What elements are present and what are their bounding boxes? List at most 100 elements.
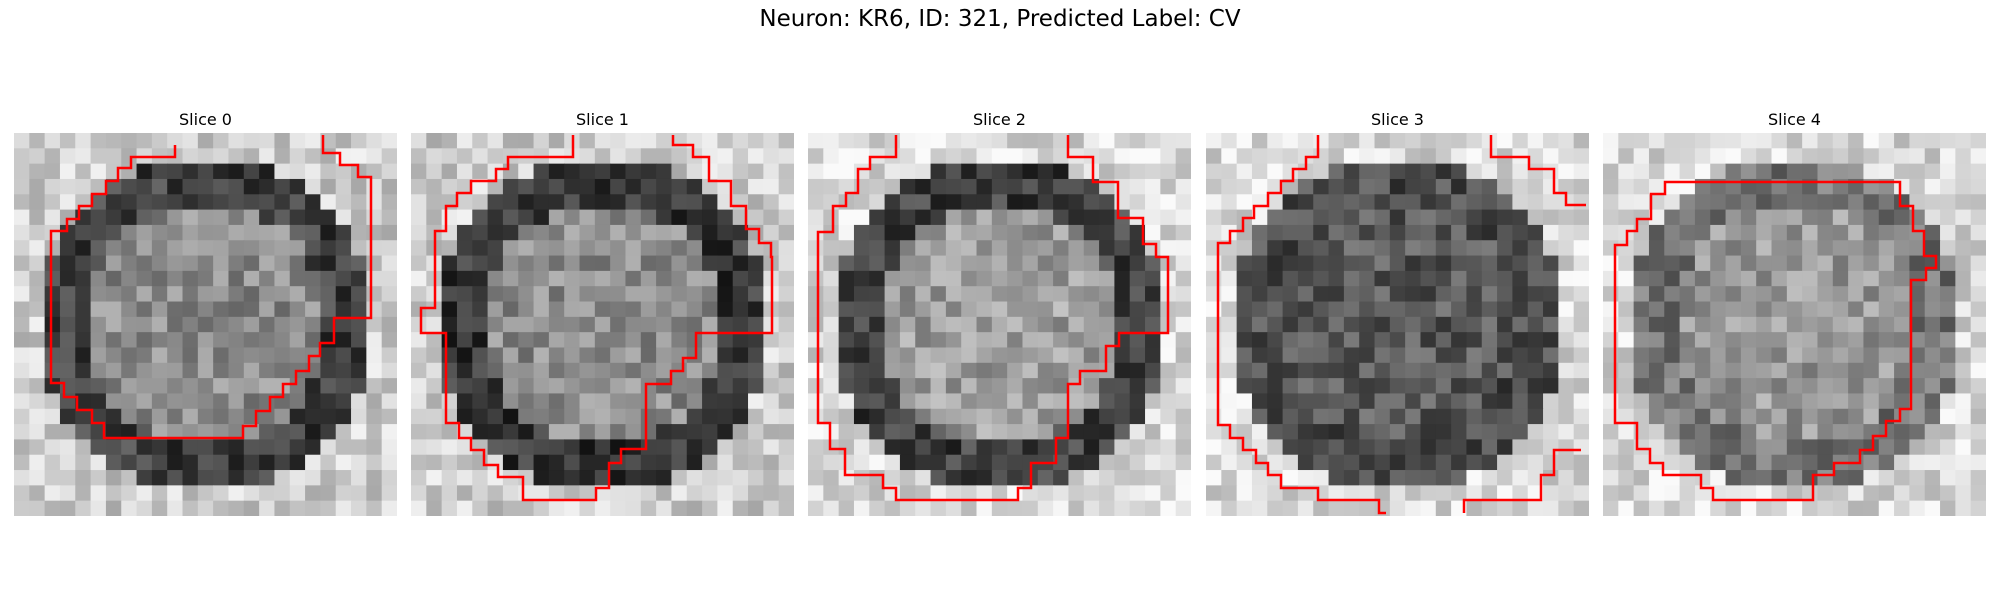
- pixel: [838, 133, 855, 149]
- pixel: [778, 439, 794, 456]
- pixel: [915, 163, 932, 180]
- pixel: [702, 393, 718, 410]
- pixel: [228, 454, 245, 471]
- pixel: [1481, 424, 1498, 440]
- pixel: [732, 362, 749, 379]
- pixel: [869, 316, 886, 333]
- pixel: [1313, 500, 1330, 516]
- pixel: [625, 378, 642, 394]
- pixel: [1037, 470, 1054, 486]
- pixel: [121, 393, 138, 410]
- pixel: [1053, 255, 1069, 272]
- pixel: [1236, 393, 1253, 410]
- pixel: [625, 470, 642, 486]
- pixel: [763, 163, 780, 180]
- pixel: [961, 301, 978, 318]
- pixel: [335, 393, 352, 410]
- pixel: [75, 408, 92, 425]
- pixel: [1573, 240, 1589, 257]
- pixel: [44, 347, 61, 364]
- pixel: [381, 240, 397, 257]
- pixel: [320, 454, 337, 471]
- pixel: [533, 378, 550, 394]
- pixel: [1481, 362, 1498, 379]
- pixel: [1894, 332, 1910, 348]
- pixel: [1359, 439, 1376, 456]
- pixel: [305, 178, 321, 195]
- pixel: [1068, 332, 1085, 348]
- pixel: [1558, 470, 1575, 486]
- pixel: [366, 500, 383, 516]
- pixel: [748, 255, 764, 272]
- pixel: [945, 270, 962, 287]
- pixel: [335, 194, 352, 211]
- pixel: [1894, 500, 1910, 516]
- pixel: [243, 424, 260, 440]
- pixel: [656, 209, 672, 226]
- pixel: [1236, 148, 1253, 165]
- pixel: [625, 393, 642, 410]
- pixel: [1466, 500, 1483, 516]
- pixel: [167, 362, 184, 379]
- pixel: [1129, 347, 1146, 364]
- pixel: [1236, 408, 1253, 425]
- pixel: [182, 470, 199, 486]
- pixel: [763, 224, 780, 241]
- pixel: [748, 332, 764, 348]
- pixel: [456, 148, 473, 165]
- pixel: [1206, 393, 1222, 410]
- pixel: [105, 393, 122, 410]
- pixel: [1664, 393, 1681, 410]
- pixel: [853, 347, 870, 364]
- pixel: [1679, 439, 1696, 456]
- pixel: [1420, 378, 1437, 394]
- pixel: [29, 408, 46, 425]
- pixel: [441, 209, 458, 226]
- pixel: [1129, 500, 1146, 516]
- pixel: [1848, 209, 1864, 226]
- pixel: [976, 163, 993, 180]
- pixel: [1786, 133, 1803, 149]
- pixel: [335, 255, 352, 272]
- pixel: [1374, 408, 1391, 425]
- pixel: [1236, 362, 1253, 379]
- pixel: [1848, 439, 1864, 456]
- pixel: [121, 347, 138, 364]
- pixel: [426, 178, 443, 195]
- pixel: [1878, 133, 1895, 149]
- pixel: [1679, 470, 1696, 486]
- pixel: [44, 270, 61, 287]
- pixel: [487, 224, 504, 241]
- pixel: [853, 255, 870, 272]
- pixel: [14, 378, 30, 394]
- pixel: [136, 347, 153, 364]
- pixel: [610, 316, 626, 333]
- pixel: [441, 270, 458, 287]
- pixel: [335, 378, 352, 394]
- pixel: [945, 454, 962, 471]
- pixel: [1924, 316, 1941, 333]
- pixel: [441, 470, 458, 486]
- pixel: [243, 454, 260, 471]
- pixel: [702, 316, 718, 333]
- pixel: [1894, 148, 1910, 165]
- pixel: [1771, 408, 1788, 425]
- pixel: [197, 240, 214, 257]
- pixel: [366, 454, 383, 471]
- pixel: [1573, 163, 1589, 180]
- pixel: [1267, 332, 1284, 348]
- pixel: [274, 408, 291, 425]
- pixel: [1374, 454, 1391, 471]
- pixel: [1817, 500, 1834, 516]
- pixel: [259, 454, 275, 471]
- pixel: [1359, 209, 1376, 226]
- pixel: [640, 393, 657, 410]
- pixel: [167, 194, 184, 211]
- pixel: [656, 470, 672, 486]
- pixel: [1771, 439, 1788, 456]
- pixel: [14, 332, 30, 348]
- pixel: [1267, 454, 1284, 471]
- pixel: [335, 470, 352, 486]
- pixel: [1740, 485, 1757, 502]
- pixel: [1145, 393, 1161, 410]
